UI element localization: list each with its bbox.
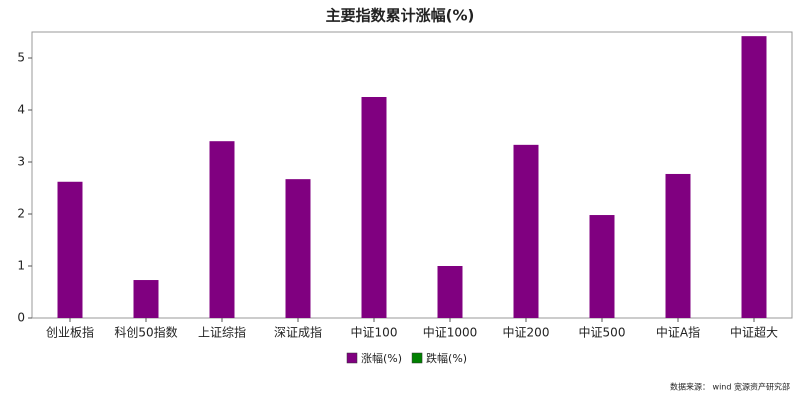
legend-label: 涨幅(%): [361, 352, 402, 365]
y-tick-label: 0: [17, 311, 25, 325]
bar: [665, 173, 691, 318]
bar: [361, 97, 387, 318]
y-tick-label: 3: [17, 155, 25, 169]
bar: [513, 144, 539, 318]
legend-label: 跌幅(%): [426, 351, 467, 365]
x-tick-label: 中证超大: [730, 325, 778, 340]
bar: [133, 280, 159, 318]
bar: [741, 36, 767, 318]
bar: [57, 181, 83, 318]
plot-frame: [31, 31, 793, 319]
bar: [437, 266, 463, 318]
x-tick-label: 深证成指: [274, 325, 322, 340]
x-tick-label: 创业板指: [46, 325, 94, 340]
bar: [285, 179, 311, 318]
x-tick-label: 中证1000: [423, 325, 478, 340]
y-tick-label: 5: [17, 51, 25, 65]
x-tick-label: 中证A指: [656, 325, 700, 340]
y-tick-label: 1: [17, 259, 25, 273]
x-tick-label: 上证综指: [198, 325, 246, 340]
bar: [589, 215, 615, 318]
y-tick-label: 4: [17, 103, 25, 117]
chart-title: 主要指数累计涨幅(%): [326, 7, 475, 25]
y-tick-label: 2: [17, 207, 25, 221]
source-note: 数据来源： wind 宽源资产研究部: [670, 382, 790, 392]
x-tick-label: 中证100: [351, 325, 398, 340]
x-tick-label: 中证500: [579, 325, 626, 340]
legend-swatch: [346, 352, 358, 364]
x-tick-label: 中证200: [503, 325, 550, 340]
bar: [209, 141, 235, 318]
x-tick-label: 科创50指数: [114, 325, 177, 340]
legend-swatch: [411, 352, 423, 364]
